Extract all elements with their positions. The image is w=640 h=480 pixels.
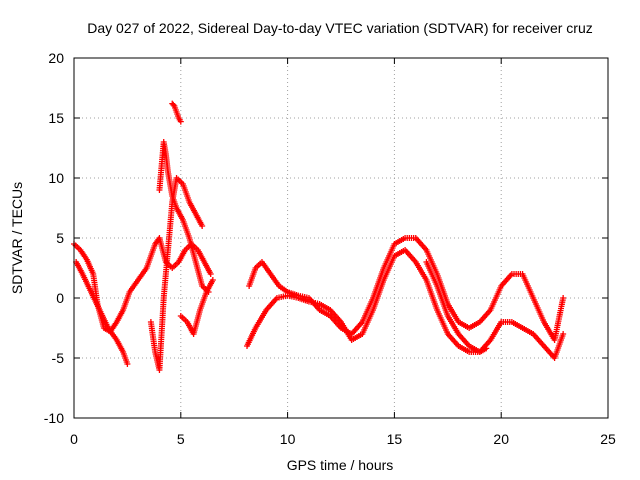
x-tick-label: 10 bbox=[280, 431, 296, 447]
data-point bbox=[560, 295, 567, 301]
data-point bbox=[199, 223, 206, 229]
series-track-3 bbox=[147, 175, 206, 373]
y-tick-label: 20 bbox=[48, 50, 64, 66]
series-track-2 bbox=[73, 259, 131, 367]
grid-lines bbox=[74, 58, 608, 418]
series-track-8 bbox=[246, 235, 567, 343]
x-tick-label: 5 bbox=[177, 431, 185, 447]
series-track-7 bbox=[244, 247, 567, 361]
data-point bbox=[560, 331, 567, 337]
y-axis-label: SDTVAR / TECUs bbox=[9, 182, 25, 294]
x-tick-label: 15 bbox=[387, 431, 403, 447]
y-tick-label: 15 bbox=[48, 110, 64, 126]
data-point bbox=[170, 101, 177, 108]
data-point bbox=[209, 277, 216, 283]
series-track-6 bbox=[177, 277, 216, 337]
data-point bbox=[207, 271, 214, 277]
series-track-1 bbox=[71, 235, 214, 335]
data-point bbox=[177, 118, 184, 125]
series-track-9 bbox=[423, 259, 490, 355]
y-tick-label: 5 bbox=[56, 230, 64, 246]
chart-title: Day 027 of 2022, Sidereal Day-to-day VTE… bbox=[87, 20, 593, 36]
x-tick-label: 0 bbox=[70, 431, 78, 447]
series-track-5 bbox=[169, 100, 184, 125]
x-tick-label: 25 bbox=[600, 431, 616, 447]
y-tick-label: -5 bbox=[52, 350, 65, 366]
series-track-4 bbox=[156, 139, 212, 295]
y-tick-label: 10 bbox=[48, 170, 64, 186]
x-axis-label: GPS time / hours bbox=[287, 457, 394, 473]
axis-ticks: 0 5 10 15 20 25 -10 -5 0 5 10 15 20 bbox=[44, 50, 616, 447]
y-tick-label: -10 bbox=[44, 410, 64, 426]
data-point bbox=[124, 361, 131, 367]
y-tick-label: 0 bbox=[56, 290, 64, 306]
x-tick-label: 20 bbox=[493, 431, 509, 447]
data-point bbox=[483, 345, 490, 352]
data-points bbox=[71, 100, 567, 373]
